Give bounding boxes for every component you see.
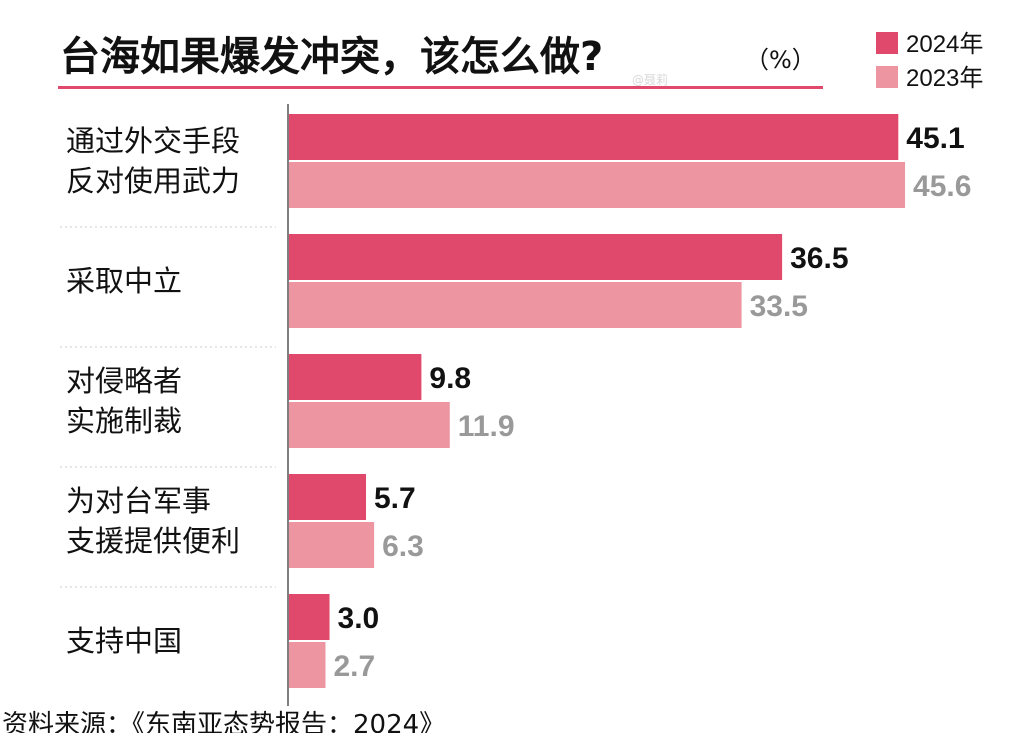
- value-label: 45.6: [913, 170, 971, 203]
- title-underline: [58, 86, 823, 89]
- value-label: 5.7: [374, 482, 416, 515]
- value-label: 6.3: [382, 530, 424, 563]
- bar-2023年-4: [289, 642, 326, 688]
- legend-label-2023: 2023年: [906, 65, 983, 92]
- value-label: 2.7: [333, 650, 375, 683]
- category-label: 实施制裁: [66, 404, 182, 438]
- bar-2023年-3: [289, 522, 375, 568]
- bar-2024年-0: [289, 114, 899, 160]
- bar-2023年-2: [289, 402, 450, 448]
- value-label: 36.5: [790, 242, 848, 275]
- value-label: 11.9: [458, 410, 515, 443]
- bar-2024年-3: [289, 474, 367, 520]
- legend-label-2024: 2024年: [906, 31, 983, 58]
- bar-2024年-2: [289, 354, 422, 400]
- bar-2024年-1: [289, 234, 783, 280]
- bar-2023年-1: [289, 282, 742, 328]
- bar-2024年-4: [289, 594, 330, 640]
- category-label: 支持中国: [66, 624, 182, 658]
- category-label: 对侵略者: [66, 364, 182, 398]
- watermark-text: @聂莉: [632, 73, 668, 87]
- legend-swatch-2024: [876, 32, 898, 54]
- value-label: 3.0: [338, 602, 380, 635]
- value-label: 33.5: [750, 290, 808, 323]
- bar-2023年-0: [289, 162, 906, 208]
- category-label: 通过外交手段: [66, 124, 240, 158]
- category-label: 采取中立: [66, 264, 182, 298]
- chart-unit: （%）: [745, 46, 816, 74]
- category-label: 反对使用武力: [66, 164, 240, 198]
- value-label: 9.8: [429, 362, 471, 395]
- chart-title: 台海如果爆发冲突，该怎么做?: [60, 34, 603, 80]
- source-note: 资料来源：《东南亚态势报告：2024》: [2, 710, 445, 733]
- value-label: 45.1: [906, 122, 964, 155]
- legend-swatch-2023: [876, 66, 898, 88]
- category-label: 支援提供便利: [66, 524, 240, 558]
- category-label: 为对台军事: [66, 484, 211, 518]
